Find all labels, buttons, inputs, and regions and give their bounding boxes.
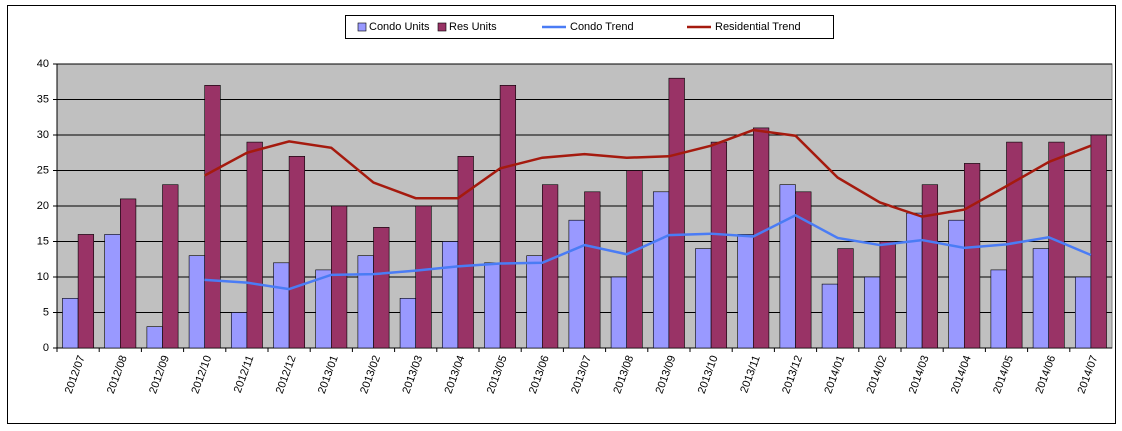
bar <box>330 205 348 349</box>
bar <box>906 212 923 349</box>
trend-line <box>204 128 1092 218</box>
bar <box>415 205 432 349</box>
bar <box>120 198 137 349</box>
bar <box>441 241 459 349</box>
bar <box>948 219 965 349</box>
bar <box>373 227 390 349</box>
trend-line <box>204 213 1092 291</box>
y-tick-label: 30 <box>37 129 49 141</box>
bar <box>752 127 770 349</box>
bar <box>399 297 416 349</box>
bar <box>1090 134 1107 349</box>
bar <box>315 269 332 349</box>
bar <box>779 184 796 349</box>
bar <box>230 312 248 349</box>
bar <box>146 326 163 349</box>
bar <box>652 191 670 349</box>
bar <box>963 163 981 349</box>
y-tick-label: 15 <box>37 235 49 247</box>
bar <box>204 85 221 349</box>
legend-swatch <box>437 22 447 32</box>
y-tick-label: 5 <box>43 306 49 318</box>
bar <box>821 283 838 349</box>
y-tick-label: 35 <box>37 93 49 105</box>
bar <box>188 255 205 349</box>
bar <box>499 85 517 349</box>
bar <box>1074 276 1092 349</box>
bar <box>457 156 474 349</box>
bar <box>668 77 685 349</box>
bar <box>837 248 854 349</box>
bar <box>1048 141 1065 349</box>
y-tick-label: 20 <box>37 200 49 212</box>
y-tick-label: 10 <box>37 271 49 283</box>
bar <box>357 255 374 349</box>
legend <box>345 15 834 39</box>
bar <box>990 269 1007 349</box>
bar <box>104 234 121 349</box>
y-tick-label: 25 <box>37 164 49 176</box>
bar <box>526 255 543 349</box>
bar <box>921 184 939 349</box>
bar <box>568 219 585 349</box>
bar <box>863 276 881 349</box>
legend-label: Condo Units <box>369 21 430 33</box>
bar <box>626 170 643 349</box>
legend-label: Condo Trend <box>570 21 634 33</box>
legend-label: Res Units <box>449 21 497 33</box>
bar <box>795 191 812 349</box>
bar <box>62 297 79 349</box>
bar <box>541 184 559 349</box>
legend-label: Residential Trend <box>715 21 801 33</box>
bar <box>77 234 95 349</box>
bar <box>879 241 896 349</box>
y-tick-label: 40 <box>37 58 49 70</box>
bar <box>610 276 627 349</box>
legend-swatch <box>357 22 367 32</box>
bar <box>246 141 263 349</box>
bar <box>1032 248 1050 349</box>
bar <box>273 262 290 349</box>
bar <box>484 262 501 349</box>
y-tick-label: 0 <box>43 342 49 354</box>
bar <box>162 184 179 349</box>
bar <box>737 234 754 349</box>
bar <box>288 156 306 349</box>
bar <box>695 248 712 349</box>
bar <box>584 191 601 349</box>
bar <box>710 141 728 349</box>
